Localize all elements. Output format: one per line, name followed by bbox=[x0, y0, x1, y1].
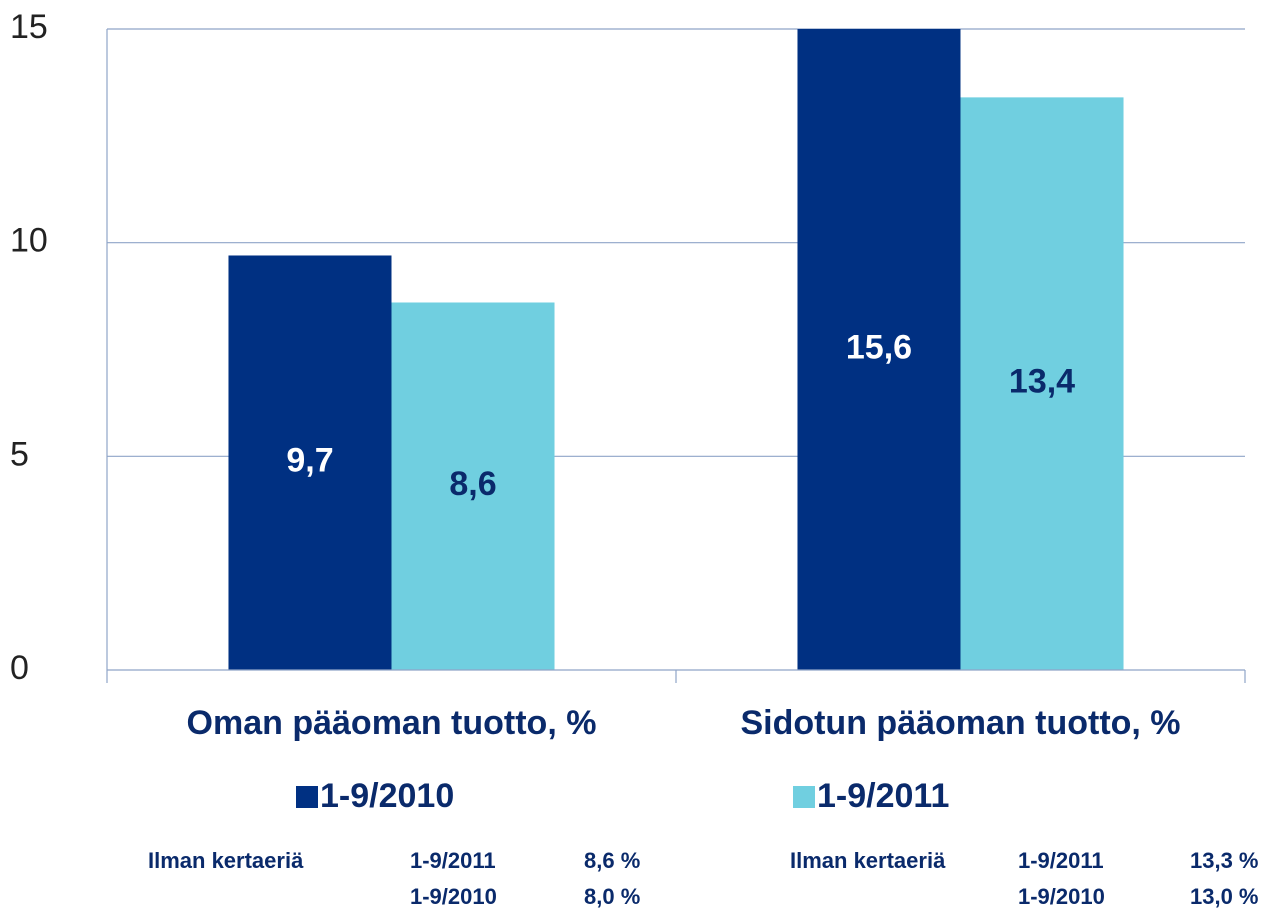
value-label: 8,6 bbox=[449, 465, 496, 503]
value-label: 13,4 bbox=[1009, 363, 1075, 401]
note-cell: 1-9/2011 bbox=[410, 848, 496, 873]
x-tick-label: Sidotun pääoman tuotto, % bbox=[740, 704, 1180, 742]
bar bbox=[960, 97, 1124, 670]
legend-swatch bbox=[296, 786, 318, 808]
y-tick-label: 5 bbox=[10, 435, 29, 473]
note-label: Ilman kertaeriä bbox=[790, 848, 946, 873]
bars bbox=[228, 29, 1124, 670]
bar bbox=[391, 302, 555, 670]
note-cell: 1-9/2010 bbox=[1018, 884, 1105, 909]
note-cell: 8,6 % bbox=[584, 848, 640, 873]
note-cell: 1-9/2011 bbox=[1018, 848, 1104, 873]
note-label: Ilman kertaeriä bbox=[148, 848, 304, 873]
value-label: 15,6 bbox=[846, 328, 912, 366]
y-tick-label: 15 bbox=[10, 8, 48, 46]
x-tick-label: Oman pääoman tuotto, % bbox=[187, 704, 597, 742]
note-cell: 8,0 % bbox=[584, 884, 640, 909]
note-cell: 13,3 % bbox=[1190, 848, 1259, 873]
bar bbox=[797, 29, 961, 670]
y-tick-label: 10 bbox=[10, 222, 48, 260]
note-cell: 13,0 % bbox=[1190, 884, 1259, 909]
y-tick-label: 0 bbox=[10, 649, 29, 687]
note-cell: 1-9/2010 bbox=[410, 884, 497, 909]
legend-swatch bbox=[793, 786, 815, 808]
bar bbox=[228, 255, 392, 670]
value-label: 9,7 bbox=[286, 442, 333, 480]
legend-label: 1-9/2010 bbox=[320, 777, 454, 815]
legend-label: 1-9/2011 bbox=[817, 777, 949, 815]
